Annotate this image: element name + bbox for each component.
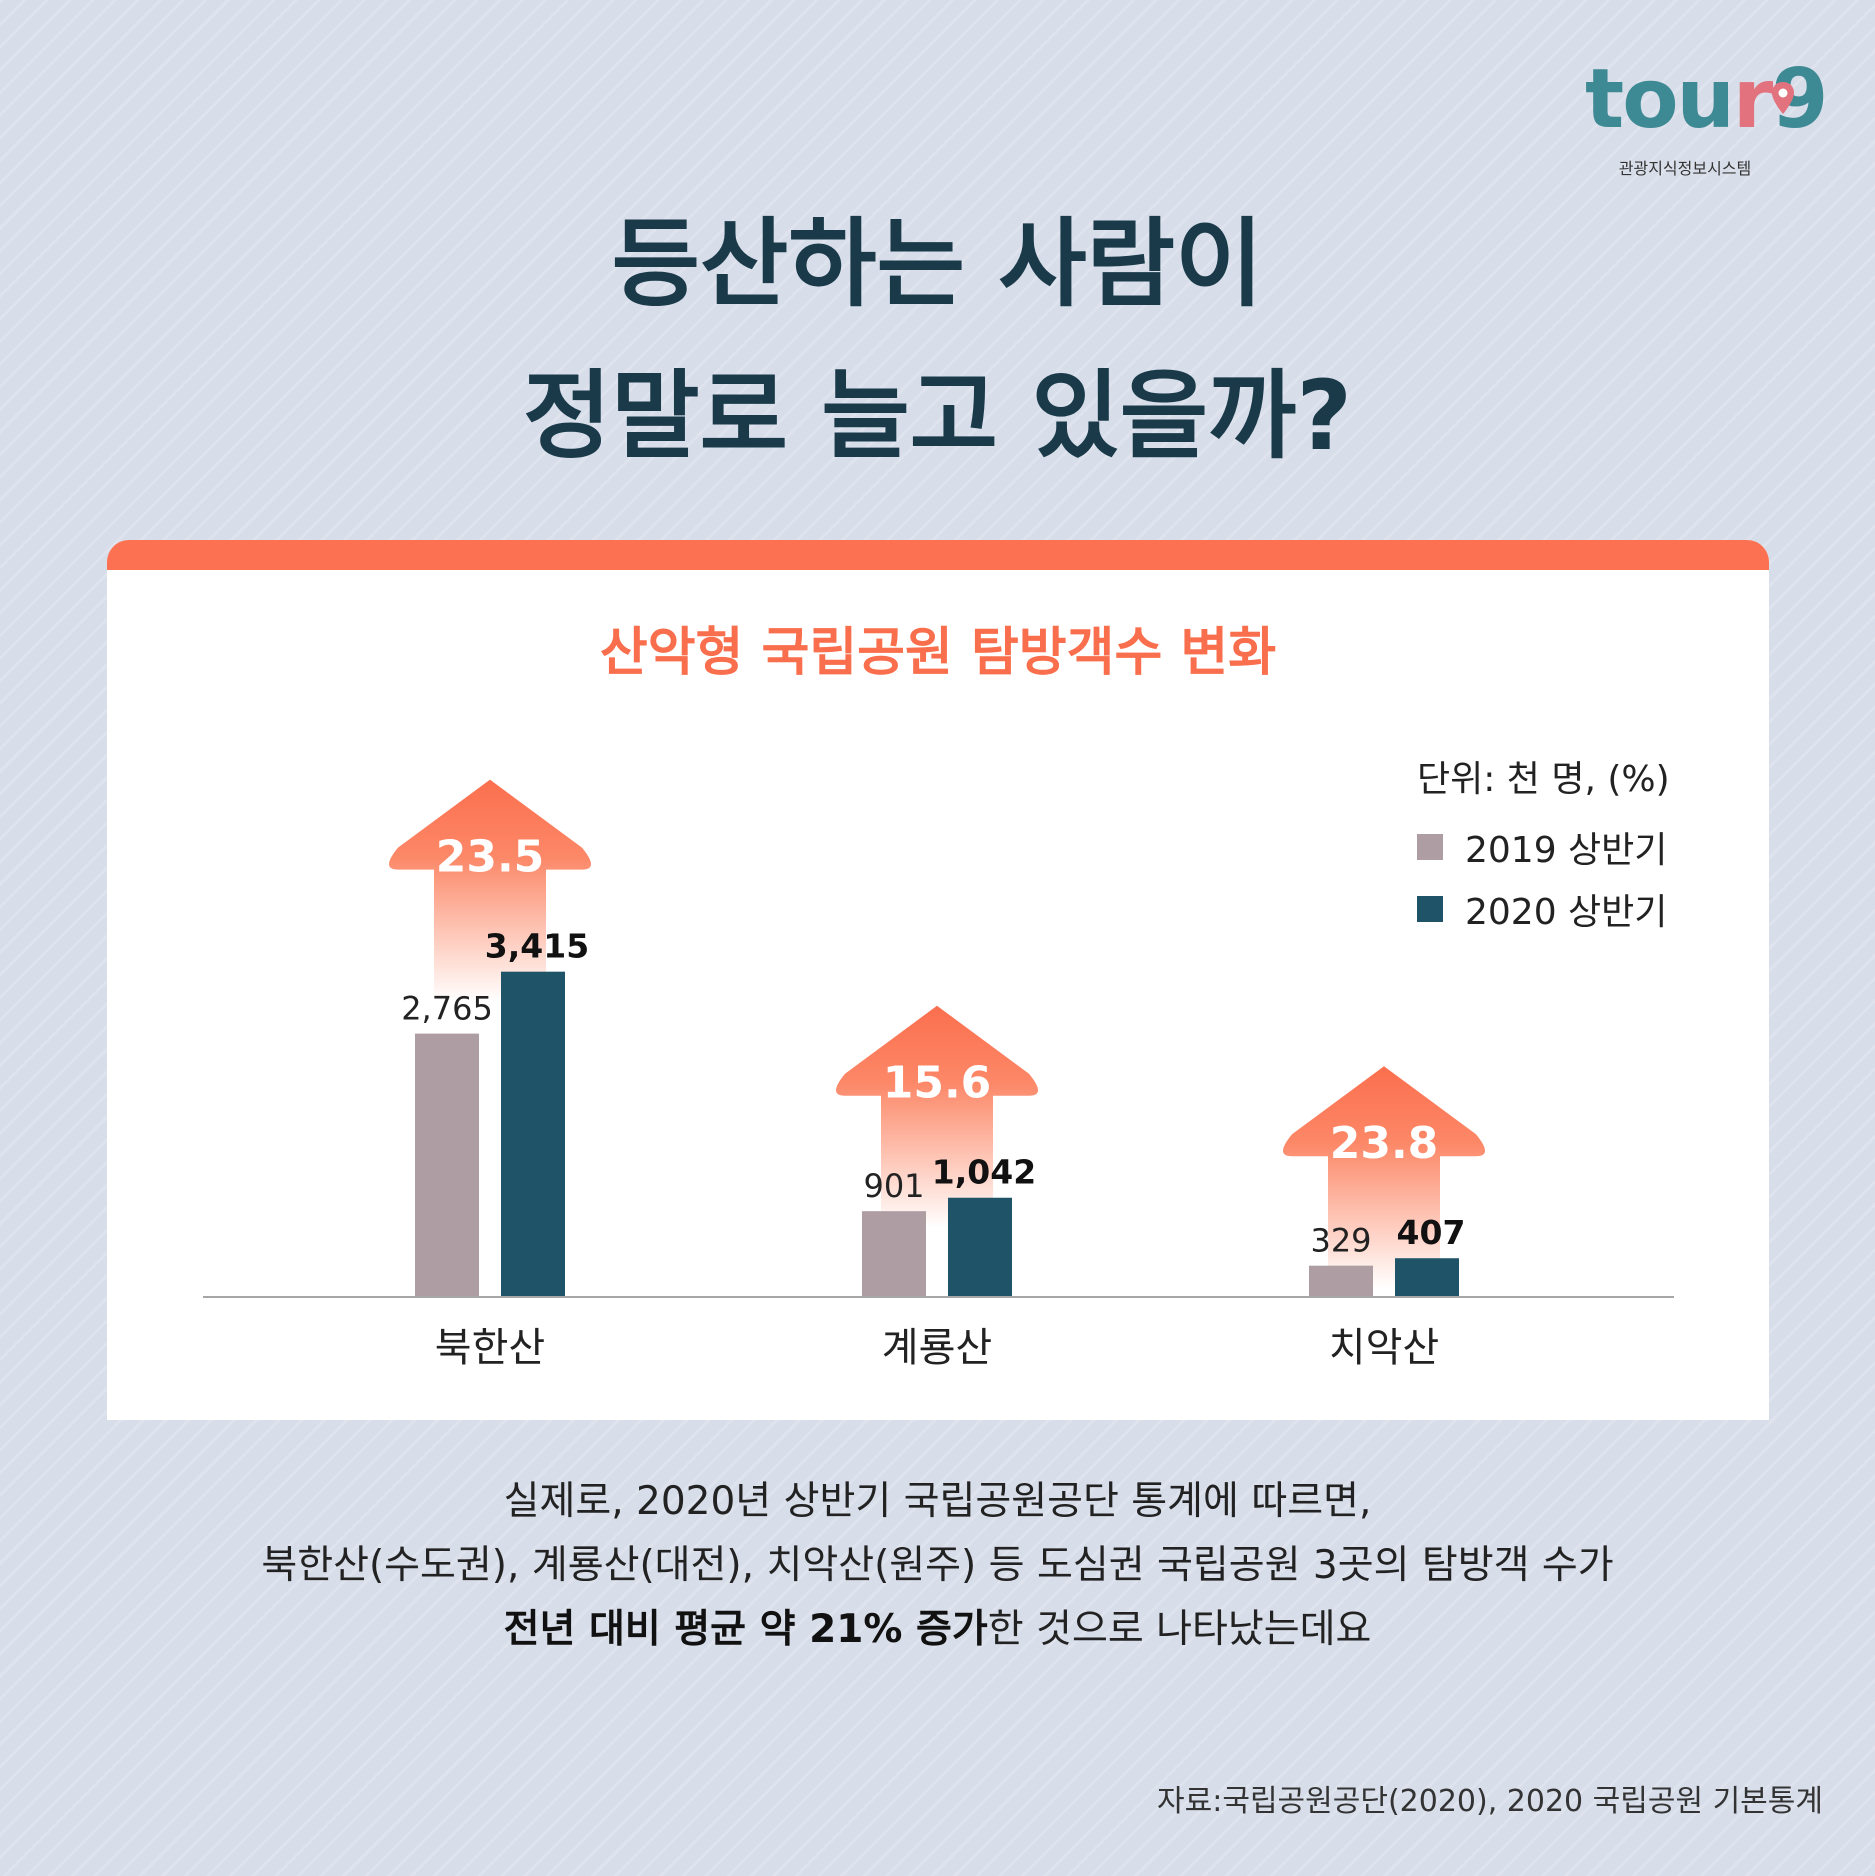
chart-legend: 단위: 천 명, (%) 2019 상반기 2020 상반기 (1417, 750, 1670, 940)
growth-arrow (836, 1005, 1038, 1228)
logo-wordmark: tour9 (1585, 52, 1828, 147)
bar-value-2020: 3,415 (485, 927, 589, 966)
bar-2019 (862, 1211, 926, 1297)
bar-value-2019: 329 (1310, 1222, 1371, 1260)
growth-arrow (1283, 1066, 1485, 1289)
headline-line-1: 등산하는 사람이 (611, 208, 1264, 320)
legend-item-2019: 2019 상반기 (1417, 816, 1670, 878)
category-label: 치악산 (1329, 1325, 1439, 1371)
chart-title: 산악형 국립공원 탐방객수 변화 (599, 623, 1277, 683)
bar-chart: 23.5 2,765 3,415 북한산 15.6 901 1,042 계룡산 23.8 329 4… (203, 779, 1674, 1371)
bar-value-2020: 407 (1397, 1213, 1466, 1252)
legend-label-2020: 2020 상반기 (1465, 892, 1668, 933)
legend-item-2020: 2020 상반기 (1417, 878, 1670, 940)
bar-value-2019: 2,765 (401, 990, 493, 1028)
headline-line-2: 정말로 늘고 있을까? (522, 360, 1353, 472)
bar-2020 (501, 971, 565, 1297)
card-accent-bar (107, 540, 1769, 570)
growth-label: 23.5 (436, 832, 545, 883)
legend-label-2019: 2019 상반기 (1465, 830, 1668, 871)
tourgo-logo: tour9 관광지식정보시스템 (1585, 55, 1828, 185)
bar-value-2019: 901 (863, 1167, 924, 1205)
body-line-1: 실제로, 2020년 상반기 국립공원공단 통계에 따르면, (503, 1479, 1372, 1524)
legend-unit: 단위: 천 명, (%) (1417, 759, 1670, 800)
bar-2020 (948, 1197, 1012, 1297)
bar-2019 (415, 1033, 479, 1297)
bar-2019 (1309, 1265, 1373, 1297)
legend-swatch-2019 (1417, 834, 1443, 860)
chart-card: 산악형 국립공원 탐방객수 변화 23.5 2,765 3,415 북한산 15.6 90… (107, 540, 1769, 1420)
body-paragraph: 실제로, 2020년 상반기 국립공원공단 통계에 따르면, 북한산(수도권),… (0, 1470, 1875, 1662)
growth-label: 23.8 (1330, 1118, 1439, 1169)
map-pin-icon (1772, 82, 1794, 114)
bar-2020 (1395, 1258, 1459, 1297)
growth-arrow (389, 779, 591, 1002)
body-line-3: 전년 대비 평균 약 21% 증가한 것으로 나타났는데요 (0, 1598, 1875, 1662)
body-highlight: 전년 대비 평균 약 21% 증가 (503, 1607, 988, 1652)
page-headline: 등산하는 사람이 정말로 늘고 있을까? (0, 188, 1875, 492)
body-line-3-rest: 한 것으로 나타났는데요 (987, 1607, 1372, 1652)
body-line-2: 북한산(수도권), 계룡산(대전), 치악산(원주) 등 도심권 국립공원 3곳… (261, 1543, 1614, 1588)
growth-label: 15.6 (883, 1058, 992, 1109)
legend-swatch-2020 (1417, 896, 1443, 922)
category-label: 북한산 (435, 1325, 545, 1371)
logo-subtitle: 관광지식정보시스템 (1618, 159, 1752, 178)
bar-value-2020: 1,042 (932, 1153, 1036, 1192)
source-note: 자료:국립공원공단(2020), 2020 국립공원 기본통계 (1157, 1784, 1823, 1819)
category-label: 계룡산 (882, 1325, 992, 1371)
